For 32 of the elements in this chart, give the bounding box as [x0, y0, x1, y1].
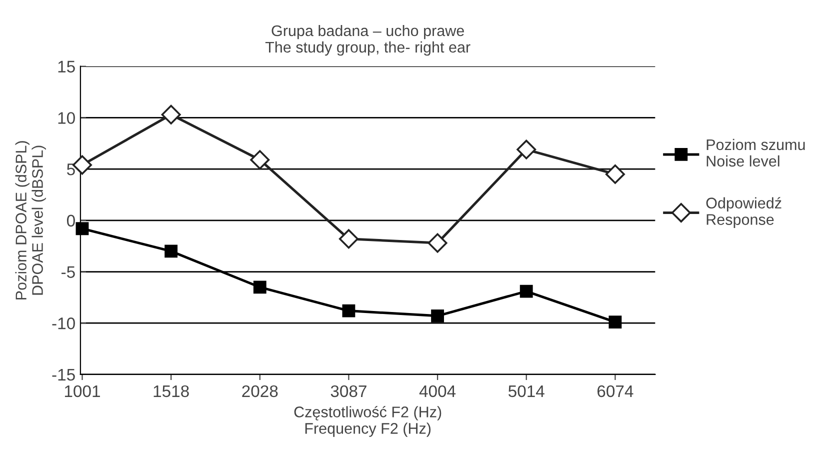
point: [605, 164, 625, 184]
point: [516, 140, 536, 160]
x-tick-label: 6074: [597, 385, 634, 398]
y-tick-label: 0: [66, 214, 75, 227]
y-tick-label: -5: [62, 266, 75, 278]
x-tick-label: 1001: [64, 385, 100, 398]
point: [161, 104, 181, 124]
y-tick-label: 5: [66, 164, 75, 176]
point: [164, 244, 178, 258]
x-tick-label: 5014: [508, 385, 544, 398]
y-tick-label: 10: [58, 112, 75, 124]
x-tick-label: 4004: [419, 385, 456, 398]
point: [431, 309, 444, 322]
x-tick-label: 3087: [330, 385, 366, 398]
y-tick-label: -10: [52, 318, 75, 330]
legend-label: Odpowiedź Response: [706, 197, 782, 228]
chart-title: Grupa badana – ucho prawe The study group, the- right ear: [265, 24, 470, 56]
point: [342, 304, 356, 318]
y-axis-title: Poziom DPOAE (dSPL) DPOAE level (dBSPL): [15, 141, 46, 300]
point: [428, 233, 448, 253]
y-tick-label: 15: [58, 60, 75, 73]
legend-label: Poziom szumu Noise level: [706, 138, 805, 167]
point: [250, 150, 270, 170]
x-tick-label: 1518: [154, 385, 189, 398]
point: [608, 316, 622, 329]
point: [338, 229, 358, 249]
y-tick-label: -15: [52, 369, 75, 381]
point: [76, 222, 89, 236]
point: [253, 280, 266, 294]
x-axis-title: Częstotliwość F2 (Hz) Frequency F2 (Hz): [294, 406, 442, 437]
point: [520, 284, 533, 298]
x-tick-label: 2028: [242, 385, 278, 398]
